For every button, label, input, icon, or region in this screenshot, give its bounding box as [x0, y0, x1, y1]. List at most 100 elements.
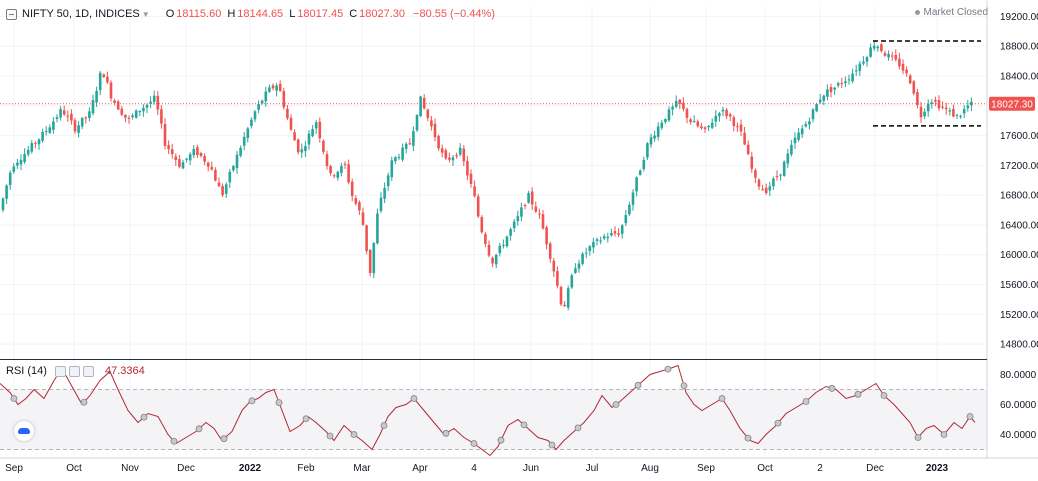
candle: [250, 117, 253, 129]
candle: [588, 244, 592, 256]
candle: [473, 180, 476, 198]
candle: [293, 129, 296, 141]
candle: [181, 159, 185, 170]
candle: [282, 87, 286, 110]
candle: [178, 154, 181, 169]
candle: [145, 103, 149, 114]
candle: [365, 224, 368, 255]
candle: [98, 70, 102, 96]
candle: [1, 197, 5, 213]
candle: [260, 99, 264, 105]
candle: [26, 145, 30, 157]
candle: [660, 120, 664, 130]
candle: [750, 151, 754, 173]
candle: [210, 161, 214, 171]
rsi-marker: [380, 422, 388, 429]
candle: [912, 79, 916, 96]
candle: [761, 184, 764, 191]
candle: [206, 161, 210, 172]
candle: [372, 242, 376, 279]
candle: [844, 76, 847, 88]
open-value: 18115.60: [176, 8, 222, 20]
candle: [563, 301, 566, 307]
candle: [944, 102, 948, 115]
rsi-line: [0, 364, 976, 457]
candle: [941, 101, 944, 110]
candle: [271, 83, 275, 91]
candle: [862, 56, 865, 66]
candle: [296, 138, 300, 155]
eye-icon[interactable]: [54, 365, 66, 377]
candle: [584, 247, 588, 259]
rsi-marker: [497, 436, 505, 444]
rsi-marker: [350, 431, 358, 438]
candle: [91, 94, 95, 116]
candle: [721, 106, 725, 117]
time-tick-label: 2023: [926, 463, 949, 474]
candle: [599, 236, 602, 245]
rsi-name[interactable]: RSI (14): [6, 365, 47, 377]
candle: [48, 124, 52, 135]
candle: [34, 141, 37, 149]
candle: [746, 140, 750, 156]
candle: [433, 118, 437, 142]
rsi-marker: [966, 413, 974, 420]
candle: [865, 55, 869, 67]
candle: [512, 218, 516, 233]
candle: [919, 102, 923, 123]
candle: [836, 81, 840, 88]
candle: [239, 145, 242, 158]
market-status: Market Closed: [914, 7, 988, 18]
candle: [707, 124, 710, 132]
candle: [394, 156, 397, 165]
time-tick-label: Mar: [353, 463, 371, 474]
time-tick-label: Nov: [121, 463, 139, 474]
symbol-legend[interactable]: NIFTY 50, 1D, INDICES ▼ O 18115.60 H 18144…: [6, 6, 495, 22]
candle: [268, 84, 271, 93]
candle: [412, 126, 415, 152]
candle: [30, 139, 34, 154]
candle: [829, 83, 833, 98]
cloud-icon[interactable]: [14, 421, 34, 441]
settings-icon[interactable]: [68, 365, 80, 377]
candle: [149, 96, 152, 109]
close-icon[interactable]: [82, 365, 94, 377]
candle: [923, 108, 926, 120]
candle: [476, 193, 480, 218]
candle: [664, 118, 667, 124]
candle: [682, 97, 685, 112]
price-tick-label: 17200.00: [1000, 161, 1038, 172]
candle: [656, 122, 660, 141]
candle: [970, 97, 973, 112]
candle: [336, 170, 340, 181]
price-tick-label: 17600.00: [1000, 131, 1038, 142]
candle: [163, 118, 167, 150]
candle: [185, 157, 188, 163]
time-tick-label: Jul: [586, 463, 599, 474]
price-tick-label: 18800.00: [1000, 42, 1038, 53]
change-value: −80.55 (−0.44%): [413, 8, 495, 20]
candle: [696, 119, 700, 128]
caret-down-icon[interactable]: ▼: [141, 9, 150, 19]
candle: [318, 117, 322, 143]
candle: [516, 210, 520, 226]
candle: [890, 51, 894, 61]
low-label: L: [289, 8, 296, 20]
candle: [152, 90, 156, 105]
symbol-name[interactable]: NIFTY 50, 1D, INDICES: [22, 8, 140, 20]
candle: [379, 192, 383, 213]
rsi-marker: [612, 401, 620, 408]
last-price-badge: [989, 96, 1035, 111]
rsi-marker: [80, 398, 88, 406]
time-tick-label: Dec: [177, 463, 195, 474]
candle: [793, 132, 797, 149]
rsi-legend[interactable]: RSI (14) 47.3364: [6, 365, 145, 377]
candle: [772, 176, 775, 191]
candle: [797, 127, 800, 142]
candle: [404, 141, 408, 154]
time-tick-label: Apr: [412, 463, 428, 474]
close-value: 18027.30: [359, 8, 406, 20]
price-tick-label: 14800.00: [1000, 340, 1038, 351]
